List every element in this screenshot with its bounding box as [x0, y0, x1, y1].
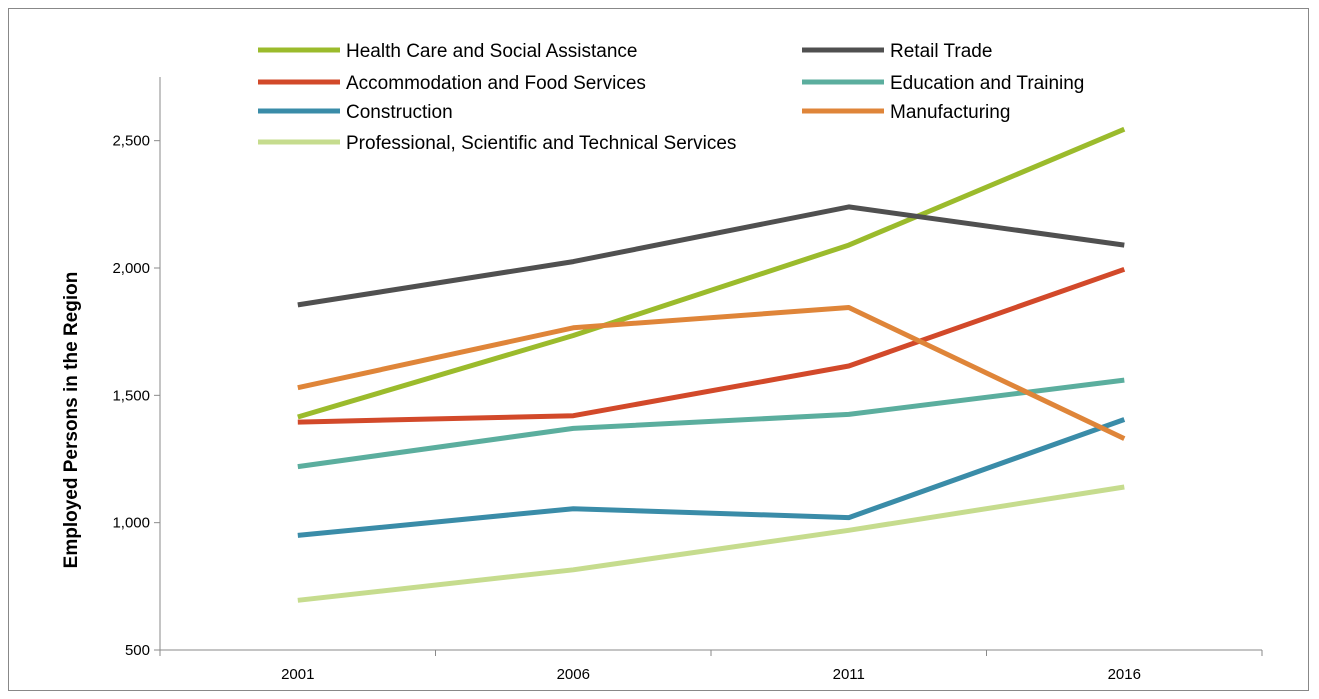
- axes: 500 1,000 1,500 2,000 2,500 2001 2006 2011 2016: [112, 77, 1263, 683]
- legend-label: Education and Training: [890, 73, 1084, 94]
- y-tick-label: 1,500: [112, 387, 150, 404]
- y-tick-label: 2,000: [112, 260, 150, 277]
- y-tick-label: 2,500: [112, 133, 150, 150]
- legend-label: Manufacturing: [890, 102, 1010, 123]
- x-tick-label: 2001: [281, 666, 314, 683]
- series-line-accommodation-and-food-services: [297, 266, 1126, 425]
- x-tick-label: 2016: [1108, 666, 1141, 683]
- legend-label: Professional, Scientific and Technical S…: [346, 133, 736, 154]
- x-tick-label: 2006: [557, 666, 590, 683]
- legend-label: Health Care and Social Assistance: [346, 41, 638, 62]
- y-axis-title: Employed Persons in the Region: [61, 272, 82, 569]
- legend-label: Construction: [346, 102, 453, 123]
- y-tick-label: 1,000: [112, 515, 150, 532]
- legend: Health Care and Social Assistance Retail …: [258, 41, 1084, 154]
- legend-label: Accommodation and Food Services: [346, 73, 646, 94]
- y-tick-label: 500: [125, 642, 150, 659]
- series-line-manufacturing: [297, 305, 1126, 441]
- series-lines: [297, 126, 1126, 603]
- series-line-construction: [297, 417, 1126, 538]
- series-line-education-and-training: [297, 377, 1125, 470]
- series-line-health-care-and-social-assistance: [297, 126, 1126, 420]
- chart-frame: [8, 8, 1309, 691]
- legend-label: Retail Trade: [890, 41, 992, 62]
- series-line-professional-scientific-and-technical-services: [297, 484, 1125, 603]
- series-line-retail-trade: [297, 204, 1125, 308]
- x-tick-label: 2011: [833, 666, 865, 683]
